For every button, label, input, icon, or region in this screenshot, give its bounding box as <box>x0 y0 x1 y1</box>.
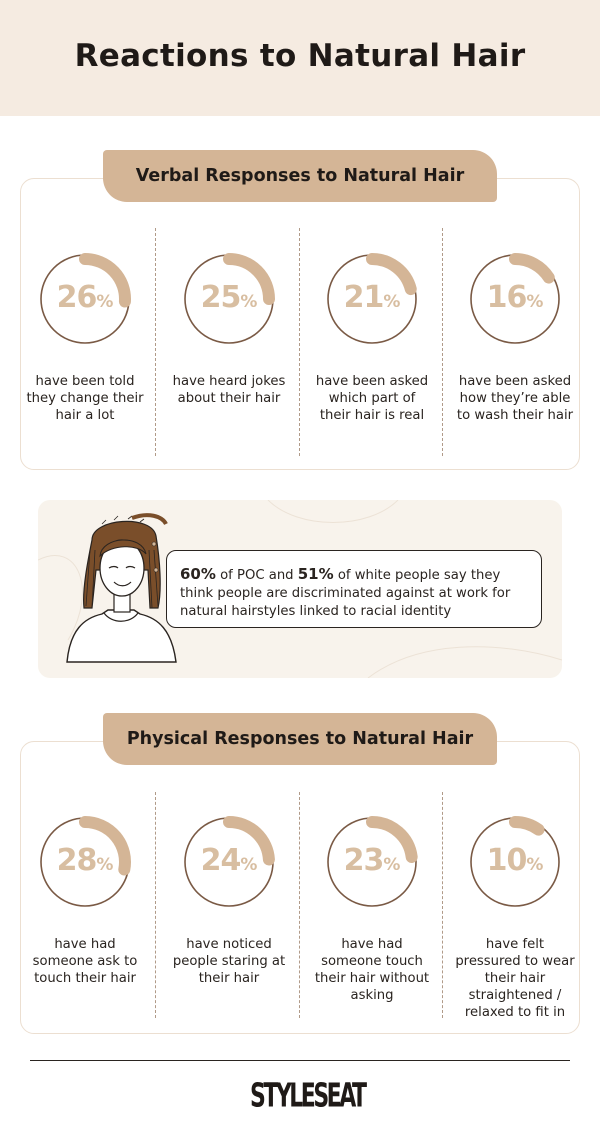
stat-description: have felt pressured to wear their hair s… <box>455 937 575 1020</box>
statistic-white: 51% <box>297 565 334 583</box>
header-banner: Reactions to Natural Hair <box>0 0 600 116</box>
stat-ring: 10% <box>464 811 566 913</box>
stat-ring: 21% <box>321 248 423 350</box>
stat-ring: 24% <box>178 811 280 913</box>
ring-progress-arc <box>509 253 555 284</box>
progress-ring-graphic <box>40 816 131 907</box>
progress-ring-graphic <box>184 253 275 344</box>
physical-responses-card <box>20 741 580 1034</box>
stat-value: 23% <box>343 843 401 878</box>
progress-ring-graphic <box>184 816 275 907</box>
callout-statement: 60% of POC and 51% of white people say t… <box>166 550 542 628</box>
stat-ring: 28% <box>34 811 136 913</box>
stat-ring: 25% <box>178 248 280 350</box>
stat-description: have had someone ask to touch their hair <box>32 937 138 986</box>
stat-value: 16% <box>486 280 544 315</box>
stat-value: 25% <box>200 280 258 315</box>
ring-progress-arc <box>79 253 131 308</box>
stat-value: 28% <box>56 843 114 878</box>
ring-progress-arc <box>366 253 417 296</box>
stat-value: 10% <box>486 843 544 878</box>
styleseat-logo: STYLESEAT <box>250 1078 367 1116</box>
stat-ring: 26% <box>34 248 136 350</box>
stat-ring: 23% <box>321 811 423 913</box>
ring-progress-arc <box>366 816 418 863</box>
progress-ring-graphic <box>327 253 417 344</box>
ring-progress-arc <box>223 816 275 866</box>
footer-divider <box>30 1060 570 1061</box>
column-divider <box>299 228 300 456</box>
stat-description: have heard jokes about their hair <box>172 374 286 406</box>
stat-description: have been asked how they’re able to wash… <box>456 374 574 423</box>
column-divider <box>155 228 156 456</box>
ring-progress-arc <box>223 253 275 305</box>
column-divider <box>442 792 443 1018</box>
ring-progress-arc <box>79 816 131 876</box>
stat-ring: 16% <box>464 248 566 350</box>
physical-section-heading: Physical Responses to Natural Hair <box>103 713 497 765</box>
verbal-responses-card <box>20 178 580 470</box>
column-divider <box>442 228 443 456</box>
stat-value: 21% <box>343 280 401 315</box>
statement-text: of white people say they think people ar… <box>180 568 511 619</box>
woman-with-locs-illustration <box>66 513 177 663</box>
stat-value: 26% <box>56 280 114 315</box>
column-divider <box>299 792 300 1018</box>
statement-text: of POC and <box>215 568 298 583</box>
stat-value: 24% <box>200 843 258 878</box>
verbal-section-heading: Verbal Responses to Natural Hair <box>103 150 497 202</box>
page-title: Reactions to Natural Hair <box>74 38 526 74</box>
stat-description: have noticed people staring at their hai… <box>172 937 286 986</box>
progress-ring-graphic <box>470 816 560 907</box>
decorative-curves <box>38 500 562 678</box>
progress-ring-graphic <box>470 253 560 344</box>
progress-ring-graphic <box>40 253 131 344</box>
statistic-poc: 60% <box>180 565 216 583</box>
progress-ring-graphic <box>327 816 418 907</box>
column-divider <box>155 792 156 1018</box>
stat-description: have been asked which part of their hair… <box>315 374 429 423</box>
ring-progress-arc <box>509 816 545 836</box>
stat-description: have been told they change their hair a … <box>26 374 144 423</box>
stat-description: have had someone touch their hair withou… <box>314 937 430 1003</box>
